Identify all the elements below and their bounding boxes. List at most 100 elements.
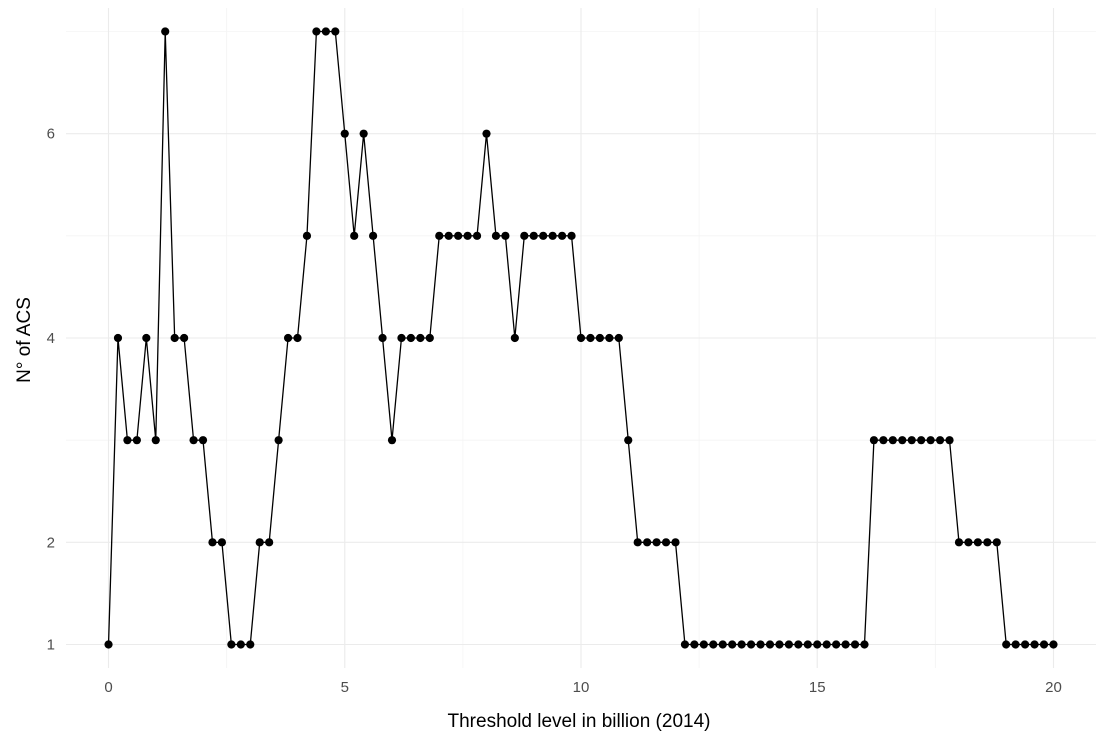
x-tick-label: 20 <box>1045 679 1062 696</box>
data-point <box>170 333 179 343</box>
data-point <box>208 538 217 547</box>
data-point <box>1049 640 1058 649</box>
data-point <box>586 333 595 343</box>
data-point <box>123 436 132 445</box>
data-point <box>227 640 236 649</box>
data-point <box>992 538 1001 547</box>
data-point <box>869 436 879 445</box>
data-point <box>454 231 463 240</box>
x-tick-label: 0 <box>104 679 112 696</box>
data-point <box>841 640 850 649</box>
data-point <box>822 640 831 649</box>
data-point <box>699 640 708 649</box>
data-point <box>624 436 633 445</box>
data-point <box>1021 640 1030 649</box>
data-point <box>510 333 519 343</box>
data-point <box>888 436 897 445</box>
data-point <box>964 538 973 547</box>
data-point <box>387 436 397 445</box>
data-point <box>935 436 945 445</box>
data-point <box>595 333 604 343</box>
data-point <box>548 231 557 240</box>
data-point <box>359 129 368 138</box>
series-group <box>104 27 1058 649</box>
data-point <box>690 640 699 649</box>
data-point <box>832 640 841 649</box>
data-point <box>463 231 472 240</box>
data-point <box>746 640 756 649</box>
data-point <box>898 436 907 445</box>
data-point <box>558 231 567 240</box>
data-point <box>954 538 964 547</box>
data-point <box>850 640 860 649</box>
data-point <box>907 436 916 445</box>
data-point <box>728 640 737 649</box>
data-point <box>803 640 812 649</box>
data-point <box>198 436 208 445</box>
data-point <box>142 333 151 343</box>
data-point <box>151 436 160 445</box>
data-point <box>501 231 510 240</box>
data-point <box>482 129 491 138</box>
data-point <box>274 436 283 445</box>
data-point <box>246 640 255 649</box>
data-point <box>633 538 642 547</box>
data-point <box>614 333 623 343</box>
data-point <box>765 640 775 649</box>
x-tick-label: 15 <box>809 679 826 696</box>
data-point <box>879 436 888 445</box>
data-point <box>539 231 548 240</box>
data-point <box>161 27 170 36</box>
data-point <box>643 538 652 547</box>
data-point <box>416 333 425 343</box>
y-tick-label: 4 <box>47 330 55 347</box>
grid <box>66 8 1096 668</box>
data-point <box>709 640 718 649</box>
data-point <box>917 436 926 445</box>
data-point <box>189 436 198 445</box>
data-point <box>718 640 727 649</box>
data-point <box>312 27 321 36</box>
data-point <box>652 538 661 547</box>
data-point <box>302 231 312 240</box>
y-tick-label: 2 <box>47 534 55 551</box>
data-point <box>1011 640 1020 649</box>
data-point <box>813 640 822 649</box>
data-point <box>529 231 538 240</box>
data-point <box>784 640 793 649</box>
data-point <box>860 640 869 649</box>
data-point <box>567 231 576 240</box>
data-point <box>180 333 189 343</box>
data-point <box>491 231 501 240</box>
data-point <box>775 640 784 649</box>
data-point <box>255 538 264 547</box>
data-point <box>425 333 434 343</box>
data-point <box>265 538 274 547</box>
data-point <box>926 436 935 445</box>
data-point <box>104 640 113 649</box>
data-point <box>661 538 671 547</box>
data-point <box>283 333 293 343</box>
x-tick-label: 10 <box>573 679 590 696</box>
x-tick-label: 5 <box>341 679 349 696</box>
data-point <box>605 333 614 343</box>
data-point <box>576 333 586 343</box>
data-point <box>737 640 746 649</box>
data-point <box>973 538 982 547</box>
x-axis-title: Threshold level in billion (2014) <box>448 711 711 732</box>
data-point <box>236 640 245 649</box>
data-point <box>321 27 330 36</box>
data-point <box>1002 640 1011 649</box>
data-point <box>331 27 340 36</box>
data-point <box>680 640 690 649</box>
y-tick-label: 6 <box>47 126 55 143</box>
data-point <box>132 436 141 445</box>
data-point <box>444 231 453 240</box>
data-point <box>113 333 123 343</box>
data-point <box>472 231 482 240</box>
data-point <box>397 333 406 343</box>
data-point <box>671 538 680 547</box>
data-point <box>945 436 954 445</box>
